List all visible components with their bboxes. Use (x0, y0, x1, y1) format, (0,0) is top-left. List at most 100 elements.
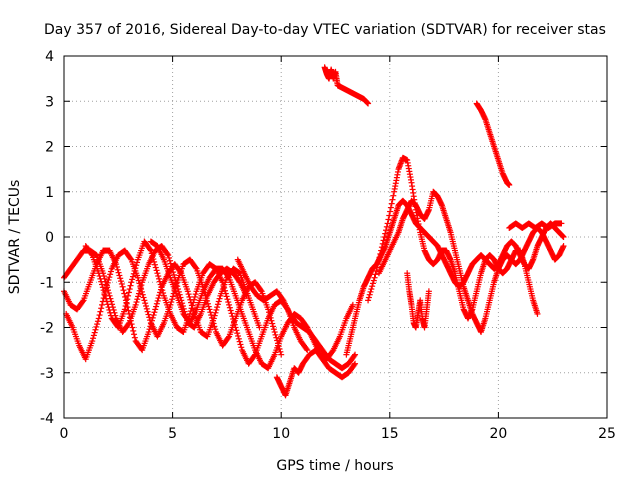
data-point-interp (369, 280, 376, 287)
data-point-interp (97, 275, 104, 282)
data-point-interp (132, 265, 139, 272)
data-point (304, 347, 311, 354)
data-point (126, 310, 133, 317)
data-point-interp (94, 321, 101, 328)
data-point-interp (164, 250, 171, 257)
data-point-interp (227, 307, 234, 314)
data-point-interp (191, 296, 198, 303)
data-point-interp (120, 287, 127, 294)
data-point-interp (125, 289, 132, 296)
data-point (271, 329, 278, 336)
data-point-interp (143, 305, 150, 312)
data-point-interp (388, 200, 395, 207)
data-point-interp (160, 289, 167, 296)
data-point-interp (107, 309, 114, 316)
data-point-interp (107, 268, 114, 275)
data-point-interp (147, 246, 154, 253)
data-point (128, 279, 135, 286)
data-point-interp (103, 295, 110, 302)
data-point-interp (154, 297, 161, 304)
data-point-interp (130, 327, 137, 334)
data-point-interp (169, 296, 176, 303)
data-point-interp (204, 297, 211, 304)
data-point-interp (98, 278, 105, 285)
data-point-interp (185, 291, 192, 298)
data-point-interp (237, 341, 244, 348)
data-point-interp (98, 305, 105, 312)
data-point-interp (189, 302, 196, 309)
data-point-interp (131, 334, 138, 341)
data-point-interp (186, 293, 193, 300)
data-point-interp (140, 294, 147, 301)
data-point-interp (351, 361, 358, 368)
data-point (365, 100, 372, 107)
data-point-interp (149, 253, 156, 260)
data-point-interp (146, 314, 153, 321)
data-point-interp (151, 309, 158, 316)
data-point-interp (139, 291, 146, 298)
data-point (560, 243, 567, 250)
data-point-interp (101, 289, 108, 296)
data-point-interp (156, 275, 163, 282)
data-point (506, 181, 513, 188)
data-point-interp (166, 257, 173, 264)
data-point-interp (370, 277, 377, 284)
x-axis-label: GPS time / hours (276, 458, 393, 474)
data-point-interp (381, 234, 388, 240)
grid (64, 56, 607, 418)
data-point-interp (365, 294, 372, 301)
data-point-interp (107, 271, 114, 278)
data-point-interp (212, 309, 219, 316)
data-point-interp (212, 326, 219, 333)
data-point-interp (214, 304, 221, 311)
data-point-interp (204, 300, 211, 307)
y-tick-label: -3 (40, 366, 54, 382)
data-point (371, 274, 378, 281)
data-point-interp (205, 303, 212, 310)
data-point-interp (231, 321, 238, 328)
data-point-interp (123, 299, 130, 306)
data-point-interp (382, 227, 389, 234)
data-point-interp (92, 326, 99, 333)
data-point (534, 310, 541, 317)
data-point (349, 301, 356, 308)
data-point-interp (127, 317, 134, 324)
data-point (219, 279, 226, 286)
data-point-interp (96, 273, 103, 280)
data-point-interp (128, 321, 135, 328)
data-point-interp (135, 277, 142, 284)
data-point (560, 234, 567, 240)
data-point-interp (230, 316, 237, 323)
data-point-interp (129, 276, 136, 283)
data-point-interp (351, 352, 358, 359)
data-point (352, 351, 359, 358)
data-point-interp (131, 267, 138, 274)
data-point (352, 360, 359, 367)
y-tick-label: -2 (40, 321, 54, 337)
data-point-interp (90, 335, 97, 342)
data-point-interp (136, 280, 143, 287)
x-tick-label: 10 (272, 426, 290, 442)
data-point-interp (91, 329, 98, 336)
data-point-interp (144, 308, 151, 315)
data-point (145, 329, 152, 336)
data-point-interp (203, 295, 210, 302)
data-point (165, 252, 172, 259)
data-point-interp (367, 288, 374, 295)
data-point-interp (159, 287, 166, 294)
data-point-interp (378, 244, 385, 251)
data-point (102, 292, 109, 299)
data-point-interp (148, 250, 155, 257)
data-point (141, 297, 148, 304)
data-point-interp (385, 216, 392, 223)
data-point-interp (127, 282, 134, 289)
data-point-interp (222, 290, 229, 297)
data-point (184, 288, 191, 295)
data-markers (61, 64, 567, 399)
data-point-interp (138, 288, 145, 295)
data-point-interp (379, 240, 386, 247)
data-point-interp (106, 274, 113, 281)
y-tick-label: -4 (40, 411, 54, 427)
data-point-interp (230, 318, 237, 325)
